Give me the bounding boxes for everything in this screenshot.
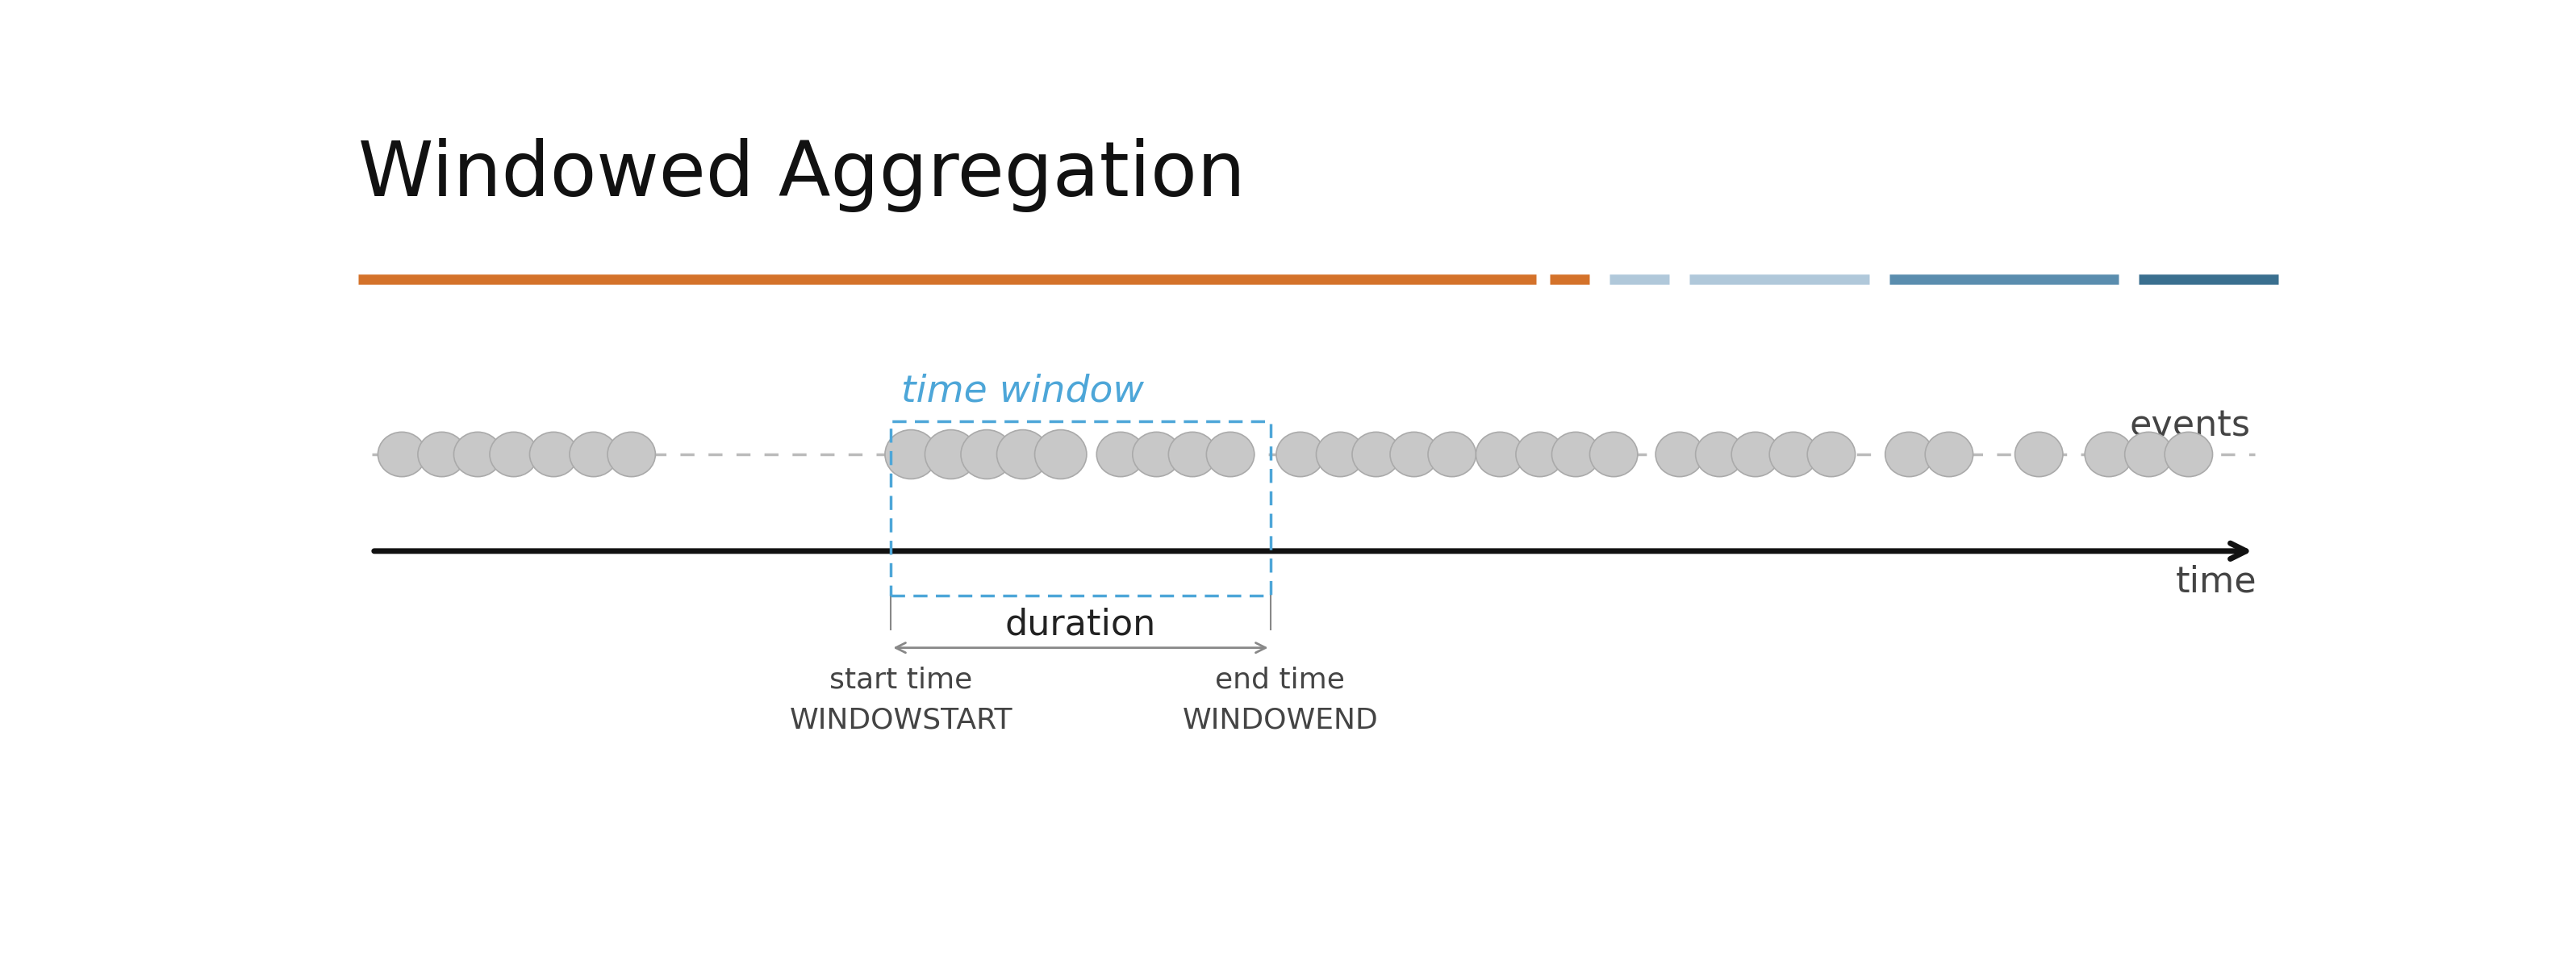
Text: start time
WINDOWSTART: start time WINDOWSTART [788, 667, 1012, 734]
Text: end time
WINDOWEND: end time WINDOWEND [1182, 667, 1378, 734]
Ellipse shape [1731, 432, 1780, 476]
Ellipse shape [1589, 432, 1638, 476]
Ellipse shape [1206, 432, 1255, 476]
Ellipse shape [1476, 432, 1525, 476]
Ellipse shape [886, 430, 938, 479]
Text: time: time [2174, 564, 2257, 599]
Ellipse shape [1275, 432, 1324, 476]
Ellipse shape [1133, 432, 1180, 476]
Ellipse shape [2084, 432, 2133, 476]
Ellipse shape [569, 432, 618, 476]
Ellipse shape [1808, 432, 1855, 476]
Ellipse shape [1551, 432, 1600, 476]
Ellipse shape [1316, 432, 1365, 476]
Ellipse shape [417, 432, 466, 476]
Ellipse shape [2164, 432, 2213, 476]
Ellipse shape [1170, 432, 1216, 476]
Ellipse shape [1097, 432, 1144, 476]
Ellipse shape [1391, 432, 1437, 476]
Ellipse shape [1770, 432, 1816, 476]
Ellipse shape [925, 430, 976, 479]
Ellipse shape [2125, 432, 2172, 476]
Text: events: events [2130, 409, 2251, 443]
Ellipse shape [1036, 430, 1087, 479]
Ellipse shape [1886, 432, 1932, 476]
Ellipse shape [2014, 432, 2063, 476]
Ellipse shape [1656, 432, 1703, 476]
Ellipse shape [453, 432, 502, 476]
Ellipse shape [531, 432, 577, 476]
Ellipse shape [489, 432, 538, 476]
Ellipse shape [961, 430, 1012, 479]
Ellipse shape [1515, 432, 1564, 476]
Ellipse shape [997, 430, 1048, 479]
Ellipse shape [1695, 432, 1744, 476]
Ellipse shape [608, 432, 654, 476]
Ellipse shape [1352, 432, 1401, 476]
Text: duration: duration [1005, 607, 1157, 641]
Ellipse shape [379, 432, 425, 476]
Ellipse shape [1924, 432, 1973, 476]
Ellipse shape [1427, 432, 1476, 476]
Bar [891, 421, 1270, 596]
Text: time window: time window [902, 374, 1144, 410]
Text: Windowed Aggregation: Windowed Aggregation [358, 138, 1244, 213]
